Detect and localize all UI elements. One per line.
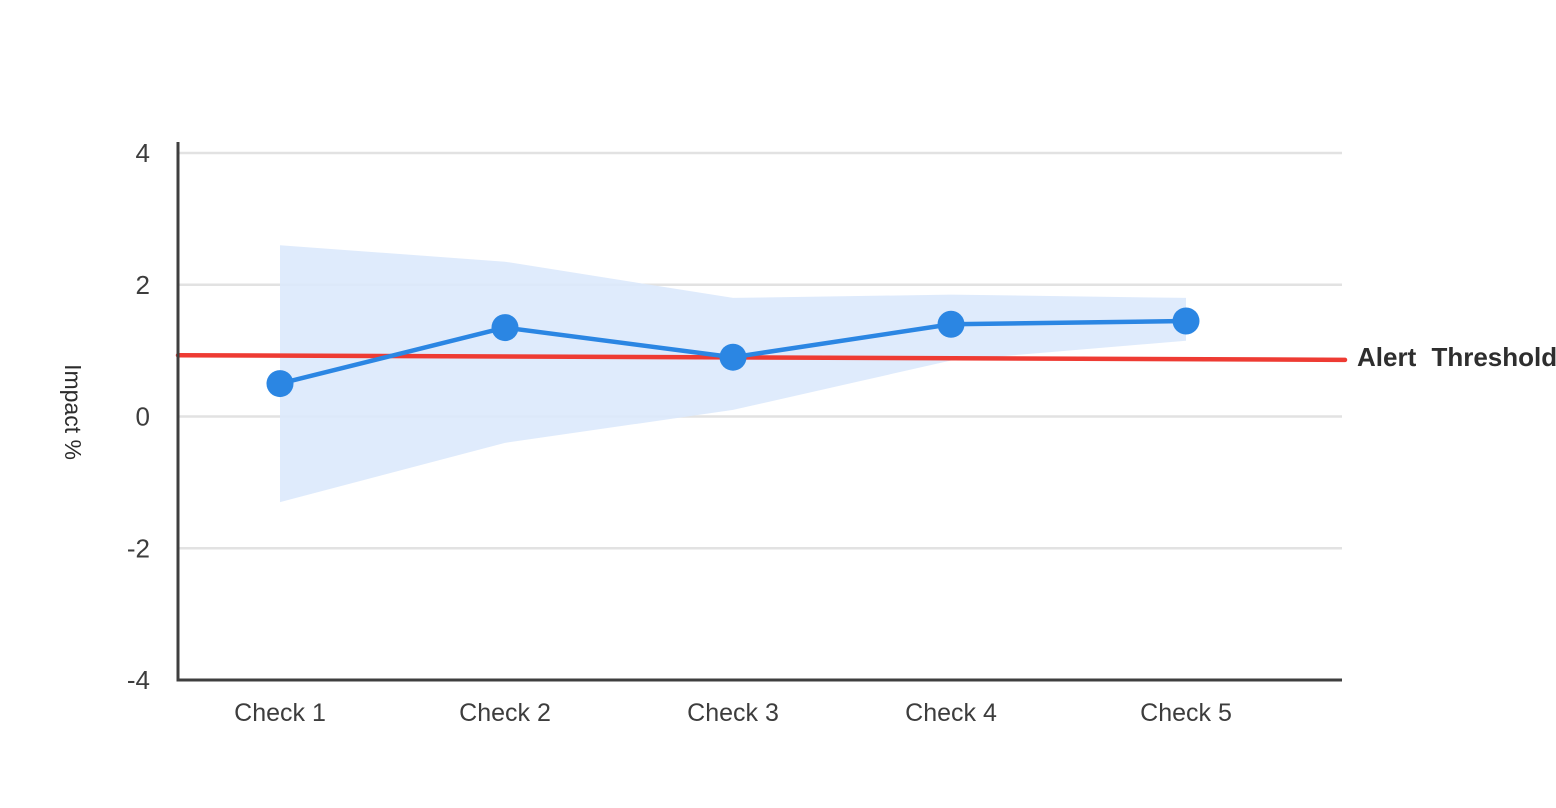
confidence-band (280, 245, 1186, 503)
data-point (1172, 307, 1200, 335)
data-point (266, 370, 294, 398)
y-tick-label: -4 (127, 665, 150, 695)
data-point (719, 343, 747, 371)
data-point (491, 314, 519, 342)
x-tick-label: Check 4 (905, 699, 997, 727)
y-tick-label: -2 (127, 533, 150, 563)
y-tick-label: 4 (136, 138, 150, 168)
x-tick-labels: Check 1 Check 2 Check 3 Check 4 Check 5 (234, 699, 1232, 727)
threshold-line (175, 352, 1348, 363)
x-tick-label: Check 5 (1140, 699, 1232, 727)
threshold-label: Alert Threshold (1357, 342, 1556, 372)
data-points (266, 307, 1200, 398)
y-tick-label: 2 (136, 270, 150, 300)
x-tick-label: Check 2 (459, 699, 551, 727)
x-tick-label: Check 3 (687, 699, 779, 727)
y-tick-labels: 4 2 0 -2 -4 (127, 138, 150, 695)
y-tick-label: 0 (136, 402, 150, 432)
y-axis-title: Impact % (60, 364, 86, 460)
data-point (937, 310, 965, 338)
x-tick-label: Check 1 (234, 699, 326, 727)
